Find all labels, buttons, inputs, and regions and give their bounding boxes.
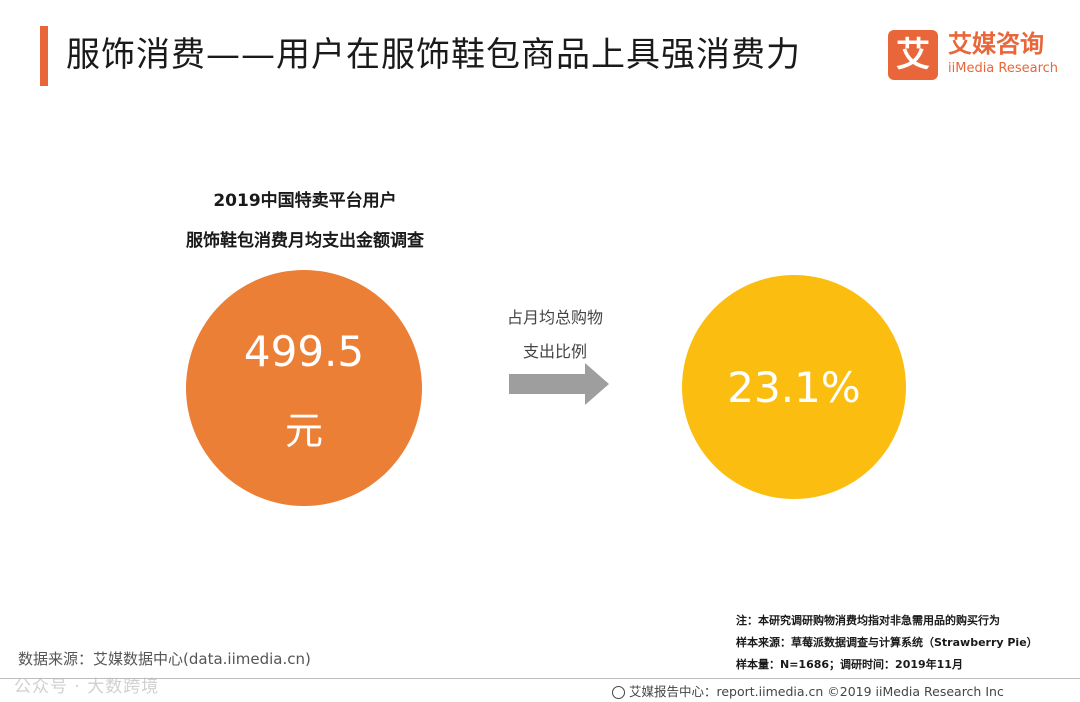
watermark-text: 公众号 · 大数跨境 (14, 677, 160, 697)
footer-divider (0, 678, 1080, 679)
monthly-spend-amount: 499.5 (243, 327, 365, 376)
logo-chinese-name: 艾媒咨询 (948, 30, 1044, 58)
report-center-footer: 艾媒报告中心：report.iimedia.cn ©2019 iiMedia R… (612, 681, 1004, 700)
title-accent-bar (40, 26, 48, 86)
logo-english-name: iiMedia Research (948, 61, 1059, 76)
sample-size-text: 样本量：N=1686；调研时间：2019年11月 (736, 658, 963, 671)
monthly-spend-unit: 元 (284, 409, 323, 453)
ratio-label-line1: 占月均总购物 (506, 308, 603, 327)
right-arrow-icon (509, 363, 609, 405)
logo-mark: 艾 (888, 30, 938, 80)
note-text: 注：本研究调研购物消费均指对非急需用品的购买行为 (736, 614, 1000, 627)
globe-icon (612, 686, 625, 699)
monthly-spend-circle: 499.5 元 (186, 270, 422, 506)
spend-ratio-circle: 23.1% (682, 275, 906, 499)
report-center-text: 艾媒报告中心：report.iimedia.cn ©2019 iiMedia R… (629, 684, 1004, 699)
ratio-label-line2: 支出比例 (522, 342, 587, 361)
page-title: 服饰消费——用户在服饰鞋包商品上具强消费力 (66, 35, 801, 75)
survey-notes: 注：本研究调研购物消费均指对非急需用品的购买行为 样本来源：草莓派数据调查与计算… (736, 610, 1038, 676)
iimedia-logo: 艾 艾媒咨询 iiMedia Research (888, 30, 1068, 82)
spend-ratio-value: 23.1% (727, 363, 861, 412)
data-source: 数据来源：艾媒数据中心(data.iimedia.cn) (18, 650, 311, 668)
survey-subtitle-line1: 2019中国特卖平台用户 (213, 191, 397, 211)
survey-subtitle-line2: 服饰鞋包消费月均支出金额调查 (186, 231, 424, 251)
sample-source-text: 样本来源：草莓派数据调查与计算系统（Strawberry Pie） (736, 636, 1038, 649)
